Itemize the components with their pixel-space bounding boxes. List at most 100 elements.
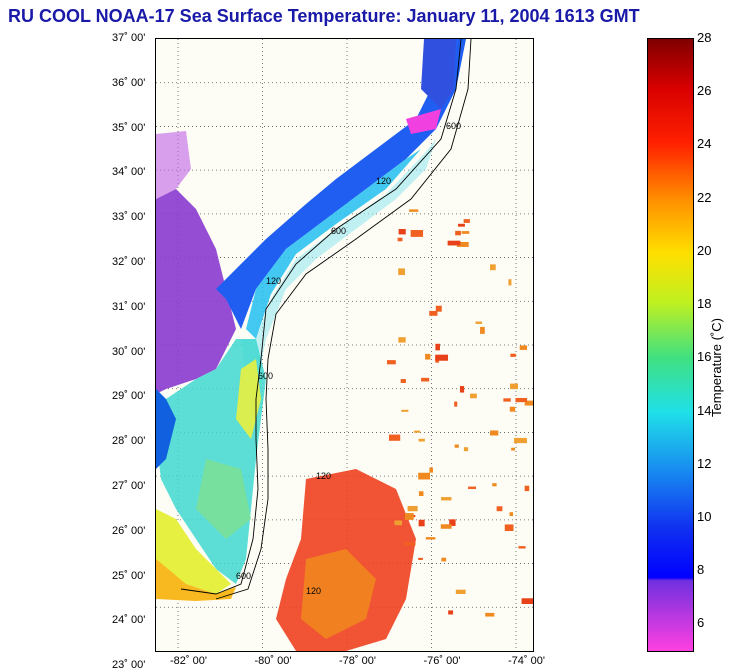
page-title: RU COOL NOAA-17 Sea Surface Temperature:…: [8, 6, 640, 26]
colorbar-tick-label: 28: [697, 30, 712, 45]
sst-pixel: [440, 524, 452, 529]
sst-north-blue: [421, 39, 456, 109]
sst-pixel: [435, 343, 440, 351]
sst-pamlico-magenta: [406, 109, 441, 134]
colorbar-tick-label: 12: [697, 455, 712, 471]
sst-pixel: [418, 472, 431, 480]
sst-pixel: [398, 268, 405, 276]
sst-pixel: [394, 520, 403, 526]
sst-pixel: [418, 438, 425, 442]
sst-cyan-shelf: [246, 149, 421, 339]
sst-pixel: [441, 497, 452, 501]
sst-pixel: [458, 223, 465, 227]
sst-map[interactable]: 600 120 600 120 600 120 600 120: [155, 38, 534, 652]
sst-pixel: [386, 360, 396, 365]
latitude-label: 30˚ 00': [112, 345, 146, 358]
sst-pixel: [454, 401, 458, 407]
sst-outer-shelf-band: [241, 139, 436, 389]
colorbar-svg: [648, 39, 693, 651]
latitude-label: 24˚ 00': [112, 614, 146, 627]
sst-pixel: [398, 337, 406, 343]
sst-pixel: [459, 386, 465, 393]
colorbar-tick-label: 10: [697, 508, 712, 524]
sst-pixel: [404, 513, 414, 520]
sst-pixel: [496, 506, 503, 512]
sst-pixel: [410, 230, 424, 237]
sst-pixel: [407, 505, 418, 512]
sst-pixel: [503, 398, 511, 402]
sst-pixel: [463, 219, 470, 223]
colorbar-tick-label: 8: [697, 562, 705, 578]
sst-pixel: [524, 400, 533, 406]
latitude-label: 36˚ 00': [112, 76, 146, 89]
sst-pixel: [461, 231, 470, 234]
contour-label-120-d: 120: [306, 586, 321, 596]
sst-pixel: [409, 209, 419, 212]
sst-pixel: [504, 524, 514, 532]
sst-pixel: [418, 491, 424, 497]
sst-pixel: [403, 542, 416, 546]
latitude-label: 29˚ 00': [112, 390, 146, 403]
sst-pixel: [490, 264, 496, 271]
latitude-label: 34˚ 00': [112, 166, 146, 179]
colorbar-title: Temperature (˚C): [708, 318, 724, 417]
latitude-label: 27˚ 00': [112, 480, 146, 492]
sst-pixel: [524, 485, 530, 492]
sst-pixel: [521, 598, 533, 605]
sst-bahamas-orange: [301, 549, 376, 639]
sst-pixel: [518, 546, 526, 549]
longitude-label: -78˚ 00': [339, 655, 376, 667]
contour-label-600-b: 600: [331, 226, 346, 236]
colorbar-tick-label: 26: [697, 83, 712, 99]
colorbar-tick-label: 22: [697, 189, 712, 205]
sst-pixel: [515, 397, 528, 403]
sst-pixel: [414, 430, 421, 433]
sst-pixel: [425, 537, 436, 540]
sst-pixel: [398, 229, 406, 235]
sst-pixel: [435, 305, 442, 312]
sst-pixel: [490, 430, 499, 436]
sst-pixel: [475, 321, 483, 324]
sst-pixel: [388, 434, 401, 441]
isobath-120: [180, 39, 462, 595]
sst-offshore-scatter: [386, 209, 533, 617]
contour-label-600-d: 600: [236, 571, 251, 581]
sst-pixel: [421, 377, 430, 382]
sst-florida-gulf-warm: [156, 509, 231, 594]
latitude-label: 37˚ 00': [112, 32, 146, 44]
longitude-label: -82˚ 00': [170, 655, 207, 667]
colorbar-tick-label: 16: [697, 349, 712, 365]
sst-pixel: [508, 279, 512, 286]
latitude-label: 25˚ 00': [112, 569, 146, 582]
sst-pixel: [455, 589, 466, 594]
contour-label-120: 120: [376, 176, 391, 186]
sst-pixel: [509, 406, 516, 412]
colorbar-gradient: [648, 39, 693, 651]
sst-pixel: [418, 519, 425, 527]
sst-pixel: [429, 310, 438, 316]
contour-label-600-c: 600: [258, 371, 273, 381]
sst-pixel: [480, 326, 485, 334]
latitude-label: 35˚ 00': [112, 121, 146, 134]
sst-pixel: [429, 467, 434, 473]
sst-florida-yellow: [236, 359, 261, 439]
latitude-label: 31˚ 00': [112, 300, 146, 313]
longitude-label: -76˚ 00': [423, 655, 461, 667]
sst-pixel: [456, 241, 469, 247]
sst-pixel: [400, 379, 406, 384]
sst-pixel: [470, 393, 477, 399]
longitude-label: -80˚ 00': [254, 655, 292, 667]
sst-florida-green: [196, 459, 251, 539]
sst-pixel: [425, 353, 431, 360]
sst-blue-shelf-north: [216, 39, 466, 329]
sst-pixel: [514, 437, 527, 444]
sst-pixel: [441, 557, 447, 562]
sst-pixel: [510, 353, 516, 357]
latitude-label: 28˚ 00': [112, 435, 146, 448]
latitude-label: 32˚ 00': [112, 256, 146, 268]
sst-pixel: [463, 447, 469, 452]
map-svg: 600 120 600 120 600 120 600 120: [156, 39, 533, 651]
sst-pixel: [418, 557, 423, 561]
sst-pixel: [454, 444, 459, 448]
colorbar: [647, 38, 694, 652]
